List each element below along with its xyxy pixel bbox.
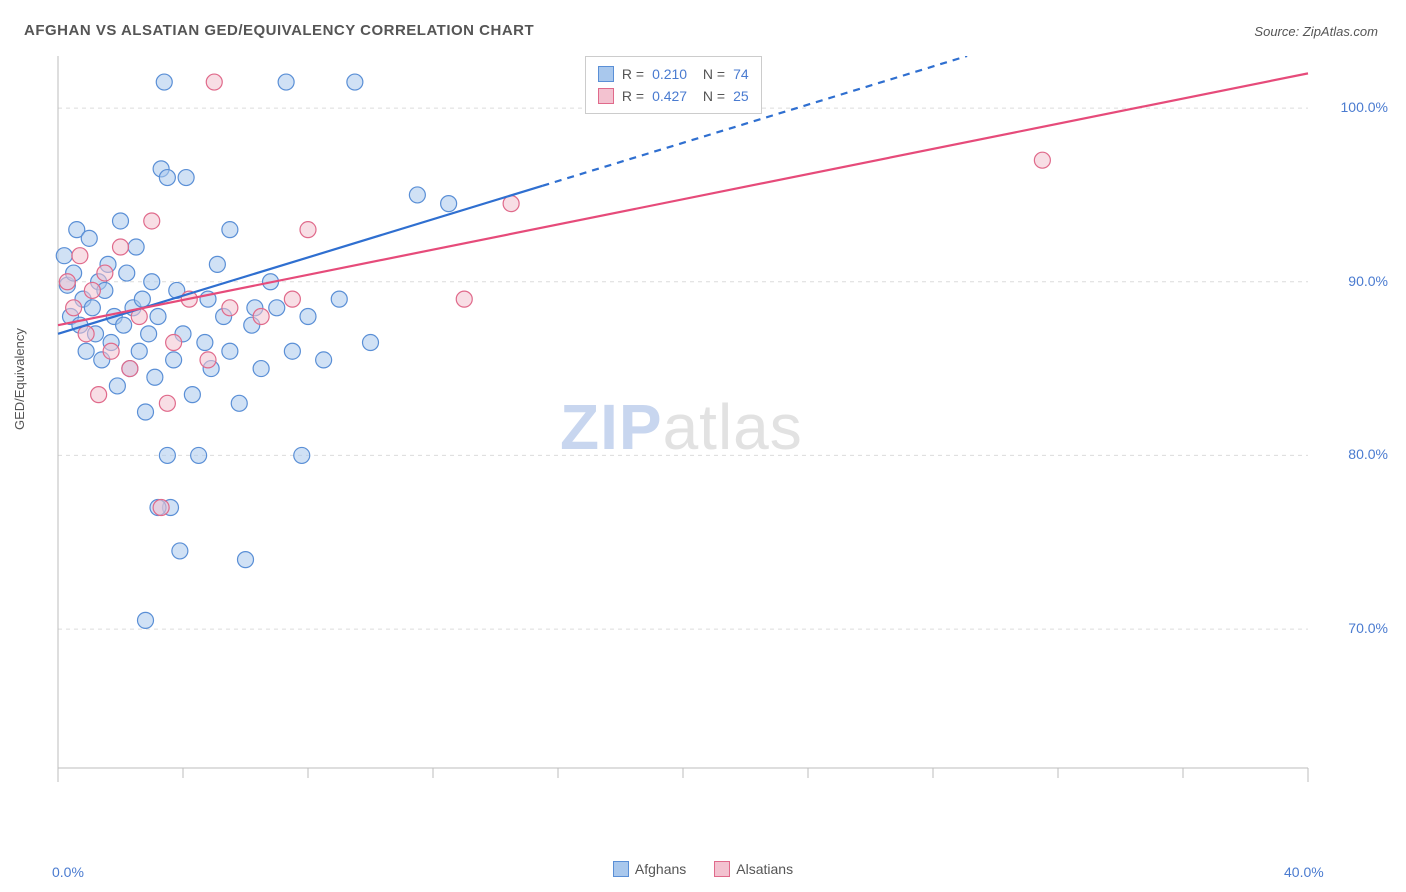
y-tick-label: 70.0% xyxy=(1348,620,1388,636)
legend-stat-r-val: 0.210 xyxy=(652,63,687,85)
legend-item: Afghans xyxy=(613,861,686,877)
legend-swatch xyxy=(598,66,614,82)
legend-item: Alsatians xyxy=(714,861,793,877)
source-attribution: Source: ZipAtlas.com xyxy=(1254,24,1378,39)
legend-swatch xyxy=(714,861,730,877)
legend-stats-box: R = 0.210 N = 74 R = 0.427 N = 25 xyxy=(585,56,762,114)
legend-swatch xyxy=(613,861,629,877)
y-tick-label: 80.0% xyxy=(1348,446,1388,462)
source-value: ZipAtlas.com xyxy=(1303,24,1378,39)
legend-label: Afghans xyxy=(635,861,686,877)
legend-stat-n-lab: N = xyxy=(695,63,725,85)
legend-stats-row: R = 0.427 N = 25 xyxy=(598,85,749,107)
legend-stat-n-val: 25 xyxy=(733,85,749,107)
chart-title: AFGHAN VS ALSATIAN GED/EQUIVALENCY CORRE… xyxy=(24,22,534,39)
legend-stat-r-val: 0.427 xyxy=(652,85,687,107)
scatter-chart-svg xyxy=(48,56,1360,816)
legend-stat-n-val: 74 xyxy=(733,63,749,85)
y-tick-label: 100.0% xyxy=(1341,99,1388,115)
y-axis-label: GED/Equivalency xyxy=(12,328,27,430)
y-tick-label: 90.0% xyxy=(1348,273,1388,289)
legend-stat-n-lab: N = xyxy=(695,85,725,107)
chart-container: AFGHAN VS ALSATIAN GED/EQUIVALENCY CORRE… xyxy=(0,0,1406,892)
legend-bottom: Afghans Alsatians xyxy=(0,861,1406,880)
source-label: Source: xyxy=(1254,24,1299,39)
plot-area xyxy=(48,56,1360,816)
legend-stat-r-lab: R = xyxy=(622,63,644,85)
legend-label: Alsatians xyxy=(736,861,793,877)
legend-stat-r-lab: R = xyxy=(622,85,644,107)
legend-swatch xyxy=(598,88,614,104)
legend-stats-row: R = 0.210 N = 74 xyxy=(598,63,749,85)
